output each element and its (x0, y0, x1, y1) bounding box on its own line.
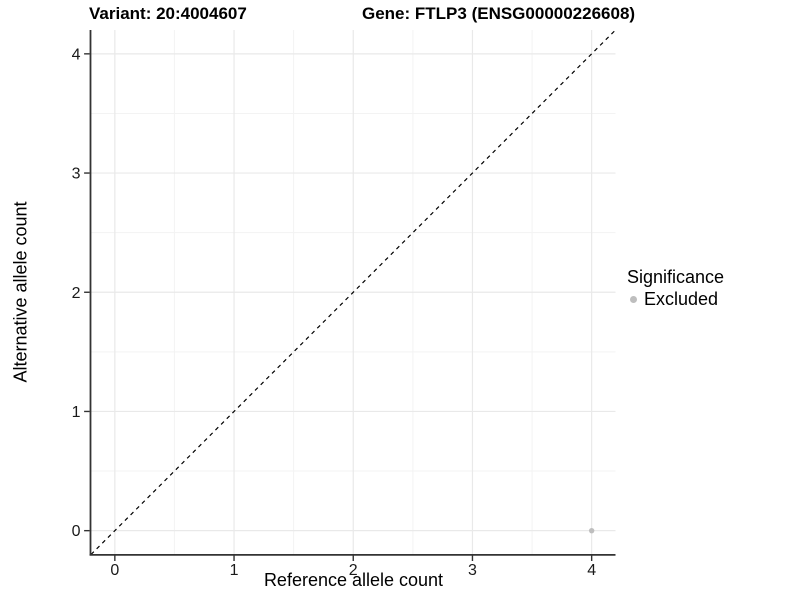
x-tick-label: 0 (110, 562, 119, 579)
variant-title: Variant: 20:4004607 (89, 4, 247, 23)
x-axis-label: Reference allele count (263, 570, 444, 590)
legend-title: Significance (627, 267, 725, 287)
gene-title: Gene: FTLP3 (ENSG00000226608) (362, 4, 636, 23)
legend-point-icon (630, 296, 637, 303)
y-axis-label: Alternative allele count (10, 201, 31, 383)
data-point (588, 527, 595, 534)
y-tick-label: 4 (72, 46, 81, 63)
x-tick-label: 2 (349, 562, 358, 579)
legend-item-label: Excluded (644, 289, 719, 309)
legend: Significance Excluded (627, 267, 724, 310)
y-tick-label: 2 (72, 285, 81, 302)
identity-line (90, 29, 616, 555)
y-tick-label: 3 (72, 166, 81, 183)
x-tick-label: 3 (468, 562, 477, 579)
legend-item-excluded: Excluded (630, 289, 724, 310)
x-tick-label: 1 (230, 562, 239, 579)
y-tick-label: 0 (72, 523, 81, 540)
y-tick-label: 1 (72, 404, 81, 421)
x-tick-label: 4 (587, 562, 596, 579)
